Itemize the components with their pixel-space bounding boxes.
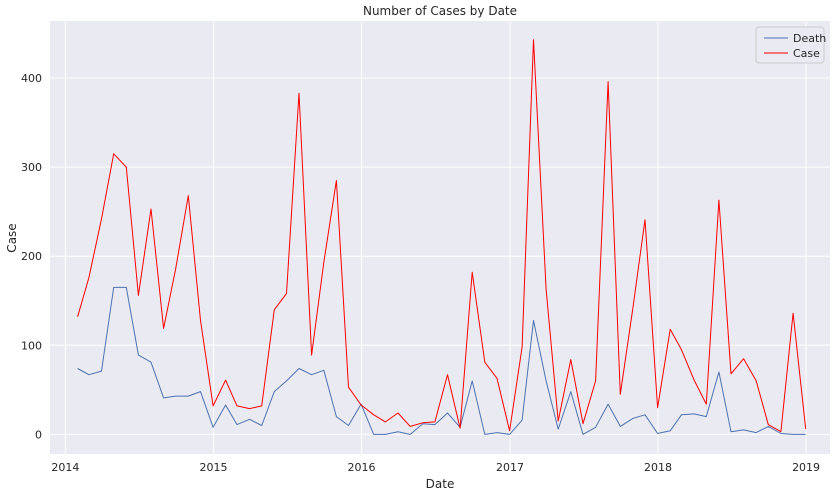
x-tick-label: 2015	[199, 461, 227, 474]
series-line-death	[77, 286, 806, 435]
plot-area	[50, 21, 830, 454]
legend: Death Case	[755, 26, 826, 64]
series-layer	[77, 39, 807, 435]
y-tick-label: 100	[21, 339, 42, 352]
x-tick-label: 2017	[496, 461, 524, 474]
y-axis-title: Case	[5, 223, 19, 252]
x-tick-label: 2016	[348, 461, 376, 474]
x-tick-label: 2018	[644, 461, 672, 474]
y-tick-label: 200	[21, 250, 42, 263]
series-line-case	[77, 39, 807, 433]
x-tick-label: 2014	[51, 461, 79, 474]
y-tick-label: 0	[35, 428, 42, 441]
x-axis-title: Date	[426, 477, 455, 491]
x-tick-label: 2019	[792, 461, 820, 474]
chart-title: Number of Cases by Date	[363, 4, 517, 18]
legend-box	[755, 26, 825, 64]
legend-case-label: Case	[793, 47, 820, 60]
y-tick-label: 400	[21, 72, 42, 85]
tick-labels: 0 100 200 300 400 2014 2015 2016 2017 2018 2019	[21, 72, 820, 474]
y-tick-label: 300	[21, 161, 42, 174]
legend-death-label: Death	[793, 32, 826, 45]
grid-lines	[50, 21, 830, 454]
